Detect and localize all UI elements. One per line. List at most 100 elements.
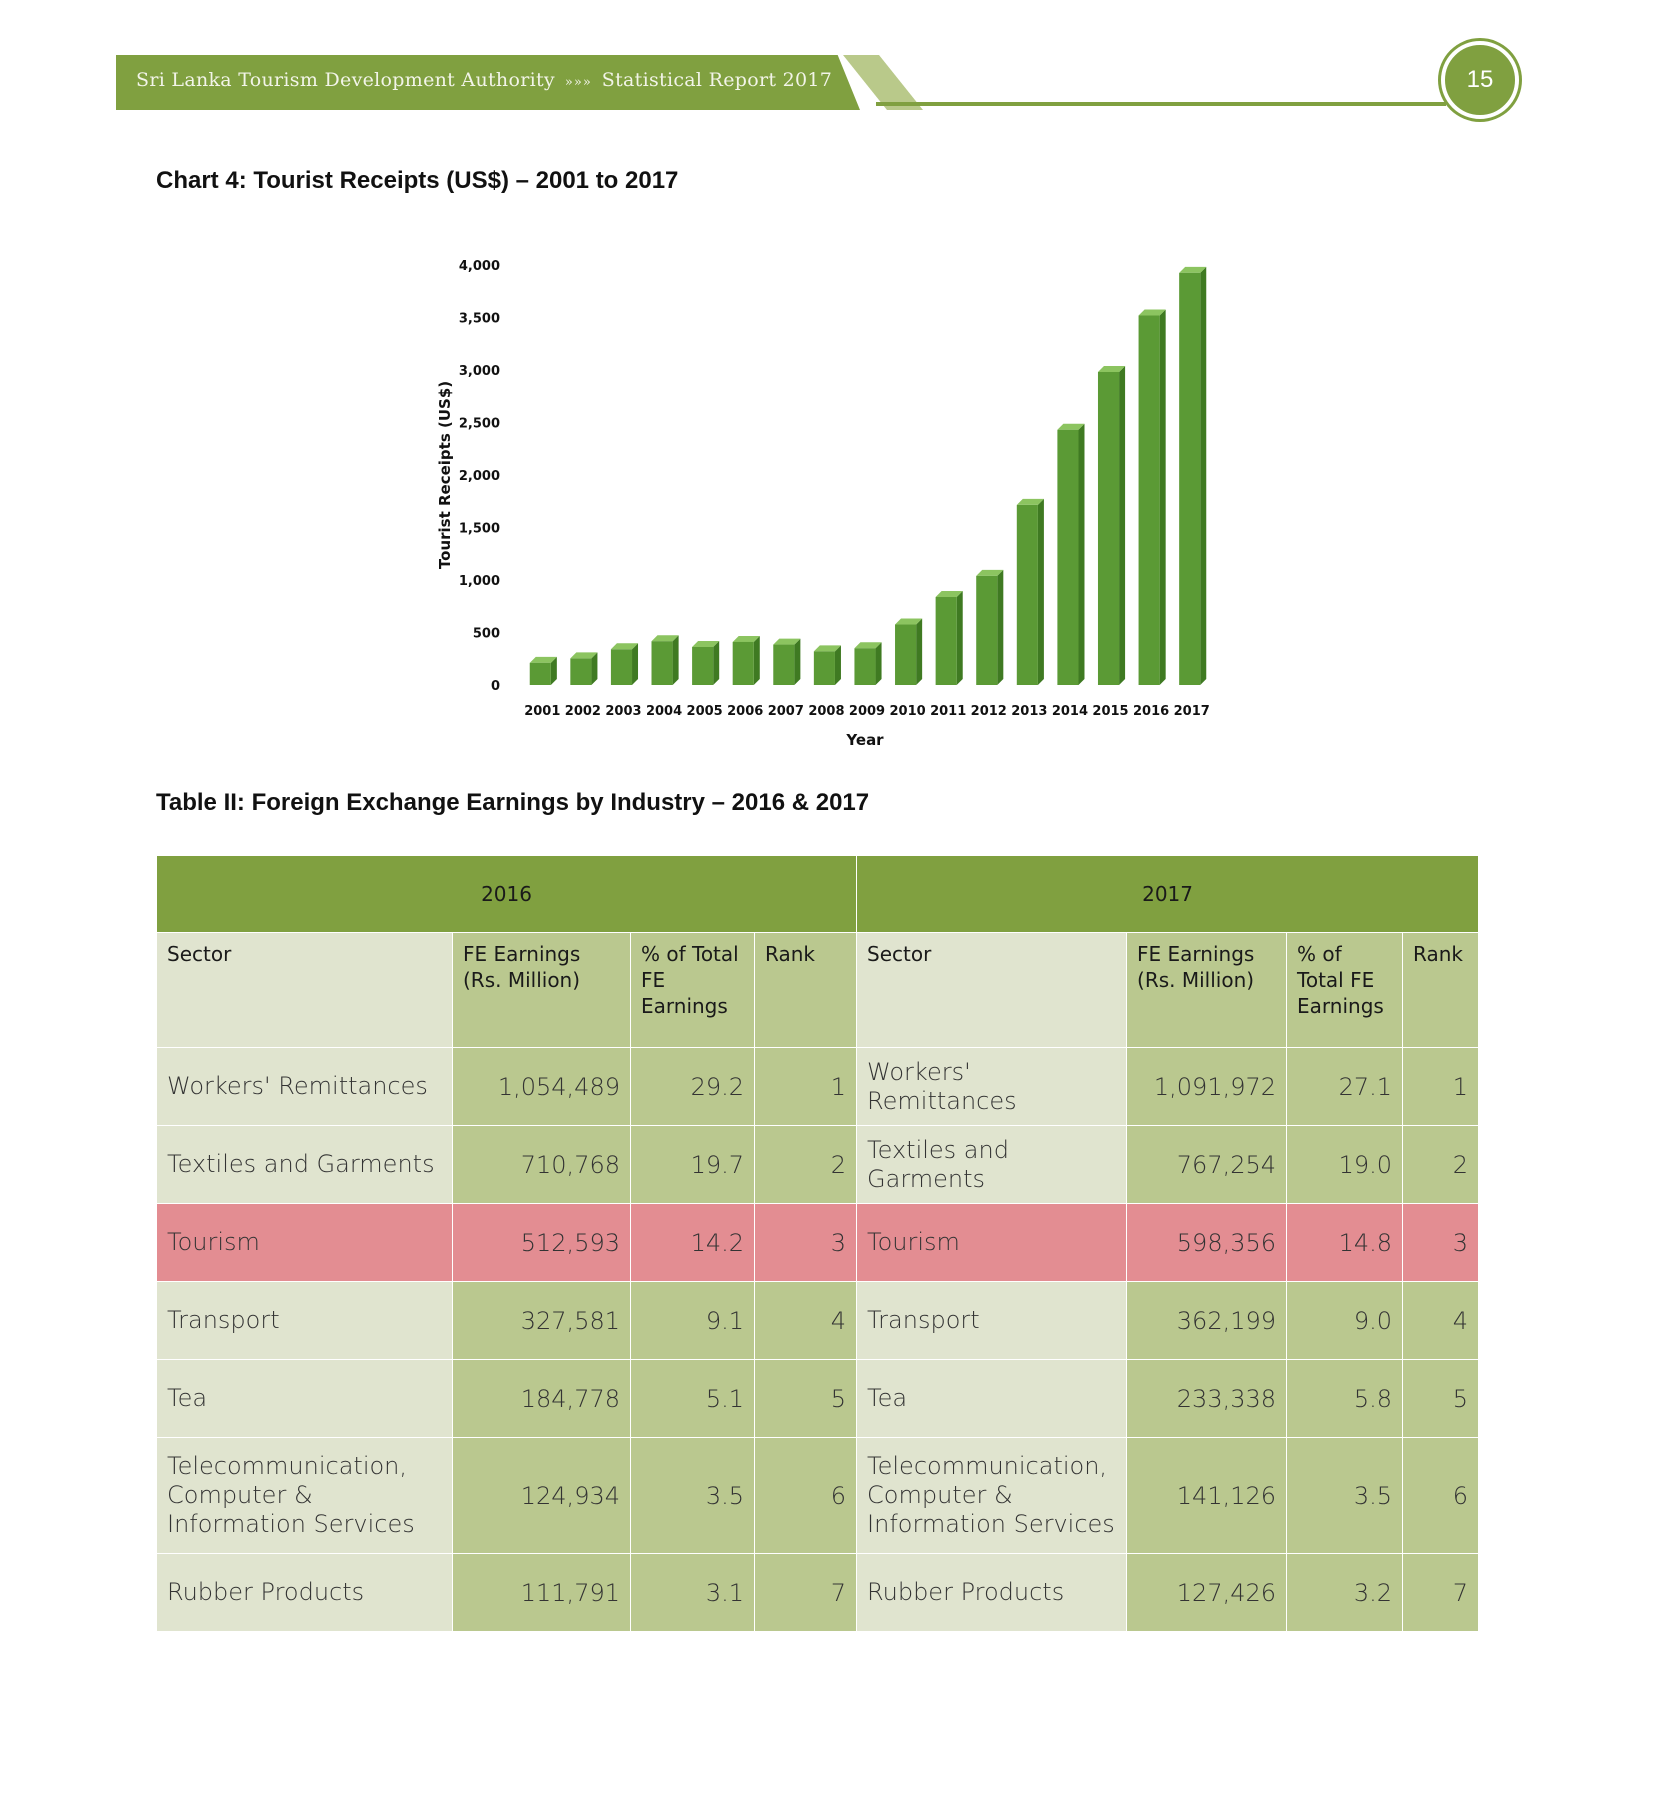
percent-cell: 5.1 bbox=[630, 1359, 755, 1438]
sector-cell: Tourism bbox=[856, 1203, 1128, 1282]
x-tick-label: 2007 bbox=[768, 704, 804, 719]
bar bbox=[935, 597, 957, 685]
x-axis-label: Year bbox=[845, 731, 884, 749]
bar-top bbox=[1179, 266, 1207, 273]
col-percent-2016: % of Total FE Earnings bbox=[630, 932, 755, 1048]
bar-side bbox=[713, 640, 720, 685]
column-header-row: Sector FE Earnings (Rs. Million) % of To… bbox=[156, 932, 1480, 1048]
header-org: Sri Lanka Tourism Development Authority bbox=[136, 69, 555, 91]
bar bbox=[610, 649, 633, 685]
earnings-cell: 767,254 bbox=[1126, 1125, 1288, 1204]
sector-cell: Workers' Remittances bbox=[156, 1047, 453, 1126]
earnings-cell: 127,426 bbox=[1126, 1553, 1288, 1632]
chart-title: Chart 4: Tourist Receipts (US$) – 2001 t… bbox=[156, 167, 679, 194]
bar-top bbox=[692, 640, 720, 647]
bar-top bbox=[1138, 309, 1166, 316]
table-row: Telecommunication, Computer & Informatio… bbox=[156, 1437, 1480, 1554]
x-tick-label: 2008 bbox=[808, 704, 844, 719]
rank-cell: 3 bbox=[1402, 1203, 1480, 1282]
x-tick-label: 2015 bbox=[1092, 704, 1128, 719]
table-row: Transport 327,581 9.1 4 Transport 362,19… bbox=[156, 1281, 1480, 1360]
x-tick-label: 2003 bbox=[605, 704, 641, 719]
bar-side bbox=[834, 645, 841, 685]
x-tick-label: 2004 bbox=[646, 704, 682, 719]
x-tick-label: 2014 bbox=[1052, 704, 1088, 719]
bar-top bbox=[895, 618, 923, 625]
bar-side bbox=[672, 635, 679, 685]
rank-cell: 4 bbox=[1402, 1281, 1480, 1360]
bar-side bbox=[1119, 365, 1126, 685]
header-rule bbox=[876, 102, 1446, 106]
earnings-cell: 1,054,489 bbox=[452, 1047, 631, 1126]
x-tick-label: 2005 bbox=[687, 704, 723, 719]
bar bbox=[1057, 429, 1079, 685]
bar-side bbox=[591, 652, 598, 685]
x-tick-label: 2012 bbox=[971, 704, 1007, 719]
bar-top bbox=[1097, 365, 1126, 372]
tourist-receipts-chart: 0 500 1,000 1,500 2,000 2,500 3,000 3,500 4,000 T… bbox=[436, 259, 1210, 749]
bar-side bbox=[1200, 266, 1207, 685]
earnings-cell: 1,091,972 bbox=[1126, 1047, 1288, 1126]
x-tick-label: 2002 bbox=[565, 704, 601, 719]
bar-side bbox=[632, 643, 639, 685]
table-row: Tea 184,778 5.1 5 Tea 233,338 5.8 5 bbox=[156, 1359, 1480, 1438]
y-tick-label: 4,000 bbox=[459, 259, 500, 274]
bar-top bbox=[773, 638, 801, 645]
bar-side bbox=[1078, 423, 1085, 685]
page-header: Sri Lanka Tourism Development Authority »… bbox=[116, 41, 1536, 119]
bar-top bbox=[976, 569, 1004, 576]
y-tick-label: 500 bbox=[473, 627, 500, 642]
bar-side bbox=[997, 569, 1004, 685]
rank-cell: 2 bbox=[753, 1125, 858, 1204]
rank-cell: 7 bbox=[753, 1553, 858, 1632]
x-tick-label: 2001 bbox=[524, 704, 560, 719]
x-tick-label: 2016 bbox=[1133, 704, 1169, 719]
bar-top bbox=[935, 591, 963, 598]
rank-cell: 6 bbox=[753, 1437, 858, 1554]
sector-cell: Telecommunication, Computer & Informatio… bbox=[856, 1437, 1128, 1554]
bar-side bbox=[1159, 309, 1166, 685]
x-tick-label: 2011 bbox=[930, 704, 966, 719]
table-row: Textiles and Garments 710,768 19.7 2 Tex… bbox=[156, 1125, 1480, 1204]
y-tick-label: 0 bbox=[491, 679, 500, 694]
sector-cell: Transport bbox=[156, 1281, 453, 1360]
rank-cell: 6 bbox=[1402, 1437, 1480, 1554]
col-percent-2017: % of Total FE Earnings bbox=[1286, 932, 1404, 1048]
bar-side bbox=[916, 618, 923, 685]
bar bbox=[773, 644, 795, 685]
sector-cell: Textiles and Garments bbox=[856, 1125, 1128, 1204]
bar-side bbox=[956, 591, 963, 685]
bar bbox=[895, 624, 917, 685]
earnings-cell: 141,126 bbox=[1126, 1437, 1288, 1554]
bar bbox=[1179, 272, 1201, 685]
sector-cell: Tourism bbox=[156, 1203, 453, 1282]
rank-cell: 1 bbox=[1402, 1047, 1480, 1126]
page-number: 15 bbox=[1441, 41, 1519, 119]
col-earnings-2016: FE Earnings (Rs. Million) bbox=[452, 932, 631, 1048]
percent-cell: 3.5 bbox=[1286, 1437, 1404, 1554]
sector-cell: Rubber Products bbox=[856, 1553, 1128, 1632]
fe-earnings-table: 2016 2017 Sector FE Earnings (Rs. Millio… bbox=[155, 855, 1480, 1632]
bar-top bbox=[610, 643, 639, 650]
bar bbox=[529, 662, 551, 685]
col-rank-2016: Rank bbox=[753, 932, 858, 1048]
y-tick-label: 3,500 bbox=[459, 312, 500, 327]
rank-cell: 2 bbox=[1402, 1125, 1480, 1204]
col-sector-2017: Sector bbox=[856, 932, 1128, 1048]
bar-side bbox=[753, 635, 760, 685]
percent-cell: 29.2 bbox=[630, 1047, 755, 1126]
bar-top bbox=[529, 656, 557, 663]
percent-cell: 5.8 bbox=[1286, 1359, 1404, 1438]
rank-cell: 1 bbox=[753, 1047, 858, 1126]
col-sector-2016: Sector bbox=[156, 932, 453, 1048]
rank-cell: 4 bbox=[753, 1281, 858, 1360]
earnings-cell: 512,593 bbox=[452, 1203, 631, 1282]
bar bbox=[854, 648, 876, 685]
percent-cell: 9.1 bbox=[630, 1281, 755, 1360]
bar-top bbox=[570, 652, 598, 659]
earnings-cell: 111,791 bbox=[452, 1553, 631, 1632]
year-header-row: 2016 2017 bbox=[155, 855, 1480, 933]
bar bbox=[570, 658, 592, 685]
sector-cell: Tea bbox=[856, 1359, 1128, 1438]
x-tick-label: 2009 bbox=[849, 704, 885, 719]
